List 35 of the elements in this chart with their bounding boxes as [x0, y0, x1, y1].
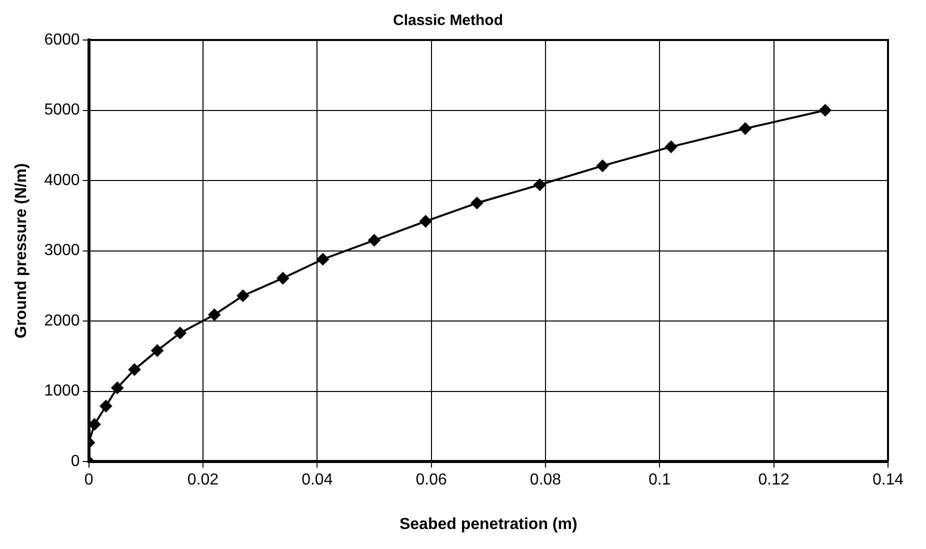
- y-tick-label: 6000: [44, 31, 80, 48]
- point: [665, 140, 678, 153]
- point: [534, 178, 546, 191]
- x-tick-label: 0.04: [302, 472, 333, 489]
- x-tick-label: 0.12: [758, 472, 790, 489]
- x-tick-label: 0: [84, 472, 94, 489]
- y-tick-label: 0: [70, 453, 80, 470]
- point: [236, 290, 249, 302]
- x-axis-title: Seabed penetration (m): [399, 516, 578, 533]
- point: [596, 160, 609, 172]
- point: [819, 104, 832, 116]
- point: [208, 308, 220, 321]
- point: [100, 400, 112, 412]
- x-tick-label: 0.1: [648, 472, 671, 489]
- y-tick-label: 1000: [44, 382, 80, 400]
- point: [368, 234, 380, 246]
- point: [128, 364, 140, 376]
- x-tick-label: 0.14: [872, 472, 904, 489]
- y-tick-label: 5000: [44, 102, 80, 119]
- y-tick-label: 3000: [44, 242, 80, 260]
- chart-title: Classic Method: [392, 12, 504, 30]
- y-tick-label: 2000: [44, 312, 80, 330]
- x-tick-label: 0.06: [416, 472, 447, 489]
- point: [316, 253, 329, 266]
- point: [111, 382, 124, 394]
- x-tick-label: 0.08: [530, 472, 562, 489]
- point: [174, 327, 186, 340]
- y-axis-title: Ground pressure (N/m): [13, 163, 30, 338]
- x-tick-label: 0.02: [187, 472, 219, 489]
- point: [470, 197, 483, 210]
- point: [151, 344, 164, 357]
- point: [276, 272, 289, 284]
- y-tick-label: 4000: [44, 172, 80, 189]
- point: [420, 215, 432, 228]
- point: [739, 122, 752, 135]
